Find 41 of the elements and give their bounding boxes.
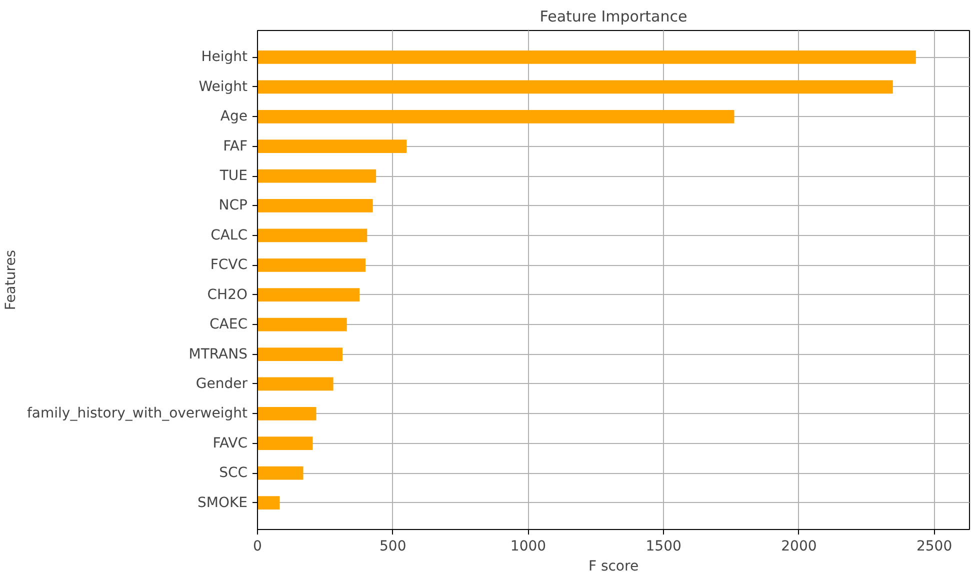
y-tick-label: SMOKE [197, 494, 248, 511]
bar [258, 496, 280, 510]
bar [258, 348, 343, 361]
y-tick-label: NCP [218, 198, 248, 214]
y-tick-label: Age [220, 108, 248, 125]
y-tick-label: CAEC [210, 316, 248, 333]
y-tick-label: CH2O [207, 286, 248, 303]
x-tick-label: 500 [380, 538, 406, 554]
y-tick-label: FCVC [210, 257, 248, 274]
bar [258, 228, 368, 242]
bar [258, 466, 304, 480]
bar [258, 140, 407, 154]
y-tick-label: TUE [218, 168, 248, 184]
x-tick-label: 2000 [781, 538, 817, 554]
bar [258, 377, 334, 391]
y-tick-label: Gender [196, 376, 248, 392]
x-tick-label: 1500 [646, 538, 682, 554]
bar [258, 50, 916, 64]
x-axis-title: F score [588, 558, 639, 574]
y-tick-label: Weight [198, 78, 248, 95]
y-tick-label: SCC [219, 465, 248, 482]
x-tick-label: 0 [253, 538, 262, 554]
y-tick-label: FAVC [212, 435, 248, 452]
bar [258, 318, 347, 332]
bar [258, 406, 316, 420]
chart-title: Feature Importance [540, 8, 688, 26]
x-tick-label: 2500 [916, 538, 952, 554]
bar [258, 288, 360, 302]
y-tick-label: Height [201, 49, 248, 66]
bar [258, 199, 373, 212]
y-tick-label: CALC [210, 227, 248, 244]
bar [258, 258, 366, 272]
y-tick-label: FAF [223, 138, 248, 154]
x-tick-label: 1000 [510, 538, 546, 554]
y-tick-label: family_history_with_overweight [27, 406, 248, 422]
bar [258, 169, 376, 183]
y-tick-label: MTRANS [188, 346, 248, 362]
bar [258, 110, 734, 124]
bar [258, 80, 893, 94]
y-axis-title: Features [3, 250, 20, 310]
bar [258, 436, 313, 450]
